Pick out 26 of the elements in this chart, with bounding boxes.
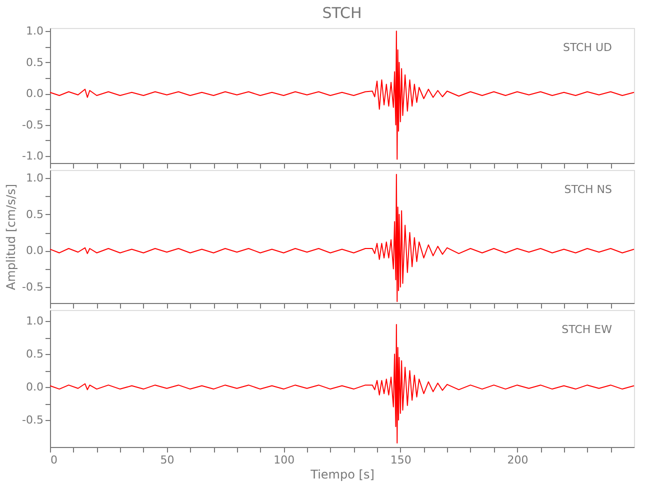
y-tick-label: -0.5 <box>22 118 44 132</box>
y-tick-label: 1.0 <box>26 314 44 328</box>
line-series <box>50 324 634 444</box>
y-tick-label: 0.0 <box>26 244 44 258</box>
y-axis-title: Amplitud [cm/s/s] <box>4 184 18 290</box>
y-tick-label: 0.0 <box>26 380 44 394</box>
y-tick-label: 0.5 <box>26 56 44 69</box>
y-tick-label: -0.5 <box>22 413 44 426</box>
y-tick-label: 1.0 <box>26 24 44 38</box>
y-tick-label: 0.5 <box>26 208 44 221</box>
annotation: STCH NS <box>564 183 612 196</box>
x-tick-label: 0 <box>50 454 58 466</box>
x-tick-label: 200 <box>507 454 528 466</box>
x-tick-label: 100 <box>274 454 295 466</box>
y-tick-label: 0.0 <box>26 87 44 100</box>
x-axis-title: Tiempo [s] <box>310 468 374 482</box>
y-tick-label: -1.0 <box>22 150 44 163</box>
line-series <box>50 30 634 160</box>
x-tick-label: 50 <box>160 454 174 466</box>
annotation: STCH EW <box>562 323 612 336</box>
y-tick-label: 1.0 <box>26 171 44 184</box>
annotation: STCH UD <box>562 41 612 54</box>
y-tick-label: -0.5 <box>22 280 44 294</box>
x-tick-label: 150 <box>390 454 412 466</box>
y-tick-label: 0.5 <box>26 348 44 361</box>
chart-title: STCH <box>322 4 362 22</box>
